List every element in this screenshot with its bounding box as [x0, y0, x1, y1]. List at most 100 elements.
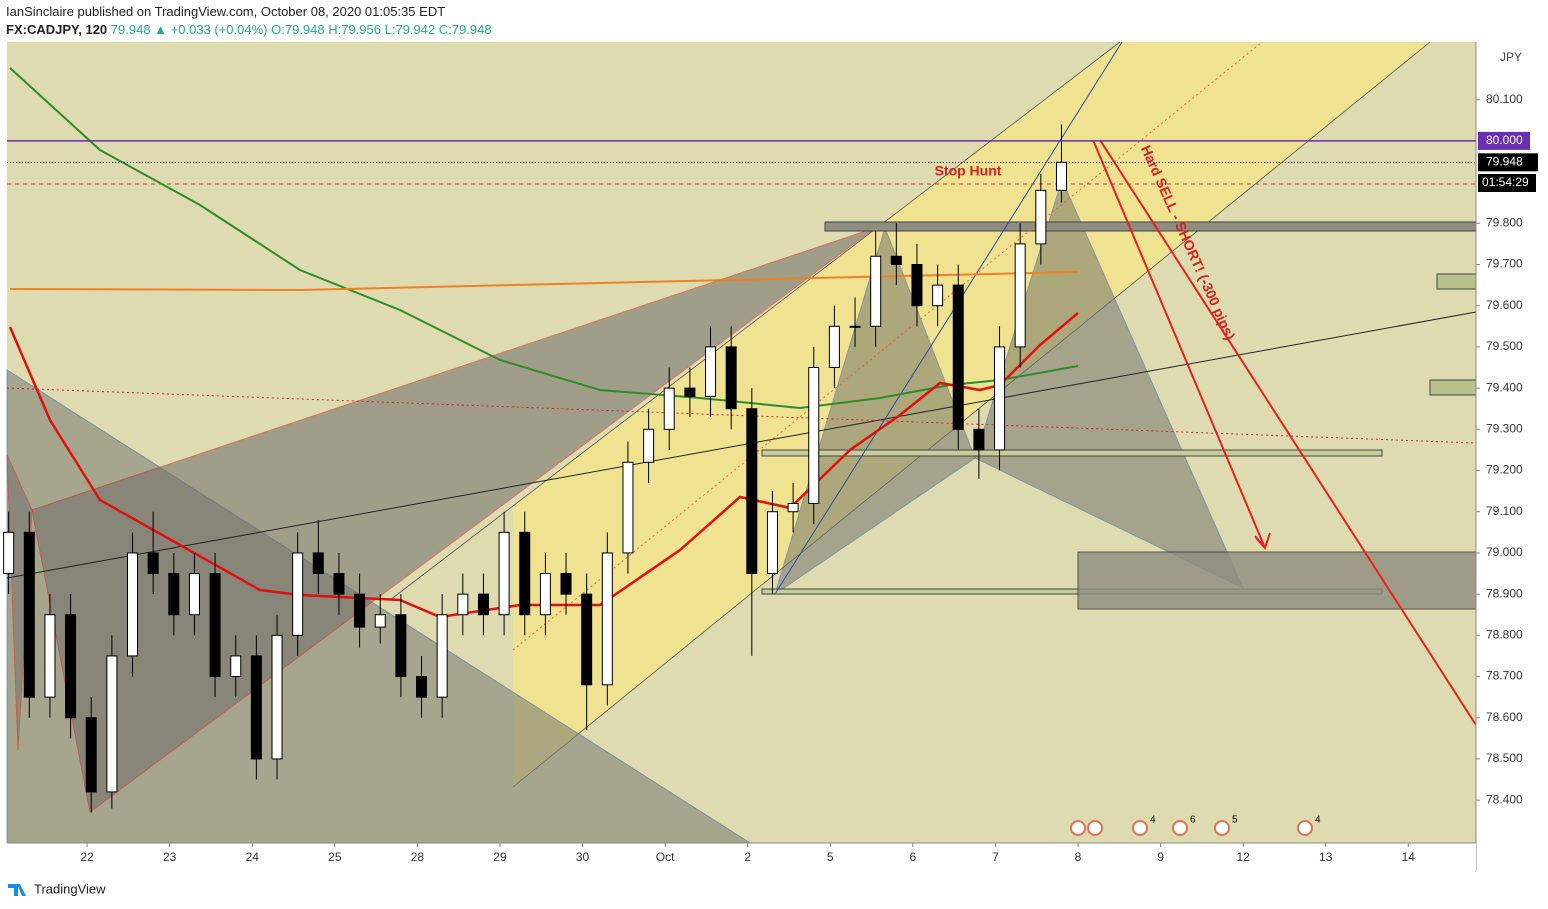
- ma-orange: [9, 271, 1079, 292]
- candle-body: [168, 573, 180, 616]
- candle-body: [188, 573, 200, 616]
- x-tick-label: 23: [163, 850, 177, 864]
- x-tick-label: 29: [493, 850, 507, 864]
- candle-body: [85, 717, 97, 793]
- candle-body: [890, 255, 902, 265]
- candle-body: [65, 614, 77, 719]
- x-tick-label: 13: [1319, 850, 1333, 864]
- candle-body: [952, 284, 964, 430]
- candle-body: [312, 552, 324, 575]
- candle-body: [643, 428, 655, 463]
- event-icon[interactable]: [1172, 820, 1188, 836]
- zone: [1436, 273, 1477, 290]
- x-tick-label: 24: [246, 850, 260, 864]
- change: ▲ +0.033 (+0.04%): [154, 22, 268, 37]
- candle-body: [994, 346, 1006, 451]
- candle-body: [973, 428, 985, 451]
- candle-body: [828, 325, 840, 369]
- zone: [761, 449, 1383, 457]
- channel-line: [389, 41, 1121, 601]
- candle-body: [539, 573, 551, 616]
- y-tick-label: 79.200: [1486, 463, 1523, 477]
- countdown: 01:54:29: [1482, 175, 1529, 189]
- candle-body: [622, 461, 634, 554]
- candle-body: [477, 593, 489, 616]
- candle-body: [436, 614, 448, 698]
- candle-body: [684, 387, 696, 397]
- candle-body: [601, 552, 613, 686]
- candle-body: [663, 387, 675, 430]
- trend-line: [512, 41, 1263, 651]
- zone: [824, 221, 1477, 232]
- candle-body: [911, 264, 923, 307]
- candle-body: [787, 502, 799, 513]
- y-tick-label: 78.700: [1486, 669, 1523, 683]
- event-count: 4: [1315, 815, 1321, 826]
- candle-body: [498, 531, 510, 616]
- y-tick-label: 79.600: [1486, 298, 1523, 312]
- currency: JPY: [1500, 50, 1522, 64]
- candle-body: [292, 552, 304, 636]
- candle-body: [127, 552, 139, 657]
- candle-body: [560, 573, 572, 595]
- x-tick-label: 28: [411, 850, 425, 864]
- last-price-bg: [1478, 153, 1538, 172]
- trend-line: [6, 311, 1477, 579]
- x-tick-label: 7: [992, 850, 999, 864]
- candle-body: [705, 346, 717, 397]
- target-zone: [1077, 551, 1477, 610]
- candle-body: [870, 255, 882, 327]
- candle-body: [333, 573, 345, 595]
- x-tick-label: 12: [1236, 850, 1250, 864]
- candle-body: [271, 634, 283, 760]
- candle-body: [209, 573, 221, 678]
- events: 4 6 5 4: [1070, 815, 1321, 836]
- candle-body: [3, 531, 15, 575]
- candle-body: [932, 284, 944, 307]
- y-tick-label: 79.000: [1486, 545, 1523, 559]
- candle-body: [23, 531, 35, 698]
- y-tick-label: 80.100: [1486, 92, 1523, 106]
- pattern: [774, 226, 976, 596]
- event-icon[interactable]: [1214, 820, 1230, 836]
- candle-body: [766, 511, 778, 575]
- trend-line: [6, 387, 1477, 444]
- trend-line: [774, 41, 1123, 595]
- event-count: 4: [1150, 815, 1156, 826]
- y-tick-label: 79.400: [1486, 380, 1523, 394]
- y-tick-label: 79.300: [1486, 421, 1523, 435]
- candle-body: [106, 655, 118, 793]
- candle-body: [44, 614, 56, 698]
- candle-body: [457, 593, 469, 616]
- candle-body: [581, 593, 593, 686]
- y-tick-label: 78.900: [1486, 586, 1523, 600]
- event-icon[interactable]: [1297, 820, 1313, 836]
- candle-body: [519, 531, 531, 616]
- x-tick-label: Oct: [656, 850, 675, 864]
- last: 79.948: [110, 22, 151, 37]
- x-axis-bg: [7, 843, 1476, 871]
- channel-line: [512, 41, 1431, 788]
- y-tick-label: 78.500: [1486, 751, 1523, 765]
- logo: [8, 884, 26, 896]
- arrow-line: [1099, 139, 1477, 726]
- candle-body: [416, 676, 428, 698]
- annotation: Stop Hunt: [935, 163, 1002, 179]
- candle-body: [1014, 243, 1026, 348]
- candle-body: [354, 593, 366, 628]
- event-count: 5: [1232, 815, 1238, 826]
- candle-body: [250, 655, 262, 760]
- x-tick-label: 8: [1075, 850, 1082, 864]
- x-tick-label: 5: [827, 850, 834, 864]
- x-tick-label: 30: [576, 850, 590, 864]
- candles: [3, 124, 1067, 813]
- symbol: FX:CADJPY, 120: [6, 22, 108, 37]
- y-tick-label: 78.600: [1486, 710, 1523, 724]
- candle-body: [374, 614, 386, 628]
- ma-red: [8, 312, 1079, 619]
- event-icon[interactable]: [1132, 820, 1148, 836]
- last-price-label: 79.948: [1486, 154, 1523, 168]
- arrow-head: [1254, 532, 1271, 551]
